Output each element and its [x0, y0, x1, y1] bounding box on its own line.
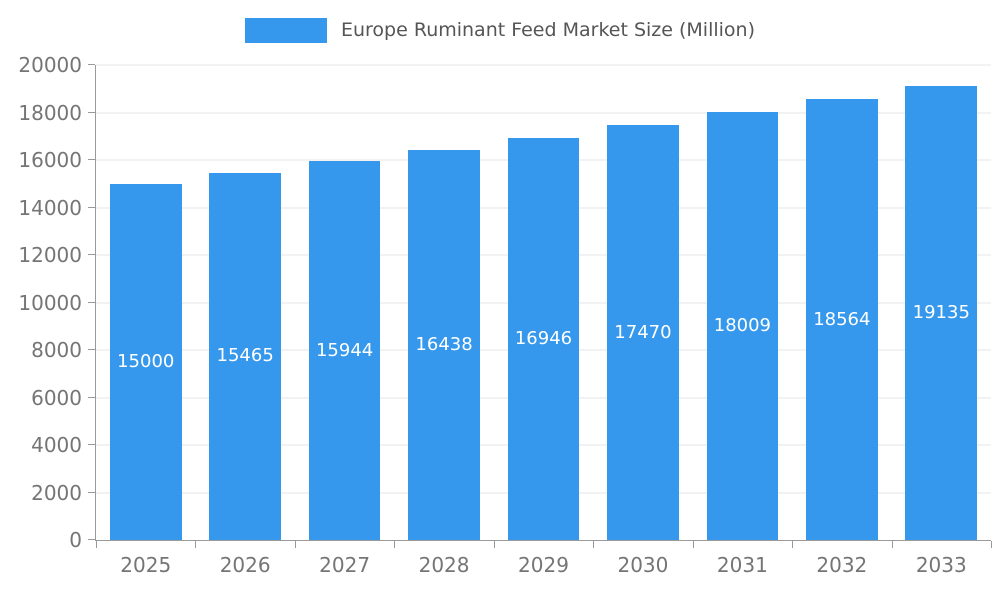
y-tick-label: 4000 [31, 433, 82, 457]
x-tick-mark [692, 541, 694, 548]
x-tick-label: 2026 [219, 553, 271, 577]
x-tick-mark [294, 541, 296, 548]
x-tick-label: 2028 [418, 553, 470, 577]
gridline [96, 64, 991, 66]
y-tick-label: 20000 [18, 53, 82, 77]
bar-2033[interactable]: 19135 [905, 85, 978, 540]
y-tick-mark [88, 444, 95, 445]
y-tick-label: 16000 [18, 148, 82, 172]
x-tick-mark [195, 541, 197, 548]
y-tick-label: 10000 [18, 290, 82, 315]
y-tick-mark [88, 539, 95, 540]
bar-value-label: 16946 [514, 327, 573, 349]
y-tick-mark [88, 111, 95, 113]
legend-swatch [244, 18, 327, 43]
y-tick-mark [88, 64, 95, 65]
y-tick-label: 8000 [31, 338, 82, 362]
y-tick-mark [88, 206, 95, 208]
bar-2030[interactable]: 17470 [607, 125, 679, 540]
bar-value-label: 15465 [216, 345, 274, 367]
y-tick-mark [88, 491, 95, 493]
x-tick-mark [891, 541, 893, 548]
y-tick-mark [88, 349, 95, 350]
y-tick-mark [88, 254, 95, 255]
bar-value-label: 15000 [117, 350, 175, 372]
y-tick-label: 14000 [18, 195, 82, 220]
x-tick-label: 2027 [319, 553, 371, 577]
bar-2031[interactable]: 18009 [706, 112, 779, 540]
y-tick-mark [88, 301, 95, 303]
chart-legend: Europe Ruminant Feed Market Size (Millio… [0, 18, 1000, 43]
x-tick-label: 2031 [716, 553, 768, 577]
legend-label: Europe Ruminant Feed Market Size (Millio… [340, 19, 755, 41]
x-tick-mark [493, 541, 495, 548]
plot-area: 0 2000 4000 6000 8000 10000 12000 14000 16000 180… [18, 55, 992, 575]
x-tick-mark [792, 541, 794, 548]
gridline [96, 112, 991, 113]
bar-2032[interactable]: 18564 [806, 99, 878, 540]
bar-value-label: 19135 [912, 301, 970, 323]
bar-2028[interactable]: 16438 [408, 149, 480, 540]
x-tick-label: 2032 [816, 553, 868, 577]
bar-value-label: 18009 [713, 315, 772, 337]
y-tick-label: 2000 [31, 480, 82, 505]
x-tick-mark [593, 541, 595, 548]
x-tick-mark [991, 541, 992, 548]
x-tick-mark [96, 541, 97, 548]
x-tick-label: 2029 [518, 553, 569, 577]
bar-2025[interactable]: 15000 [109, 183, 182, 540]
y-tick-mark [88, 159, 95, 160]
x-tick-label: 2030 [617, 553, 669, 577]
bar-2027[interactable]: 15944 [308, 161, 381, 540]
bar-value-label: 18564 [813, 308, 871, 330]
y-tick-label: 12000 [18, 243, 82, 267]
x-tick-label: 2033 [915, 553, 967, 577]
y-tick-label: 0 [69, 528, 82, 552]
bar-2029[interactable]: 16946 [507, 137, 580, 540]
bar-value-label: 17470 [614, 321, 672, 343]
x-tick-label: 2025 [120, 553, 172, 577]
y-tick-mark [88, 396, 95, 398]
bar-2026[interactable]: 15465 [209, 172, 281, 540]
bar-value-label: 15944 [315, 339, 374, 361]
y-tick-label: 18000 [18, 100, 82, 125]
x-tick-mark [394, 541, 396, 548]
bar-value-label: 16438 [415, 333, 473, 355]
y-tick-label: 6000 [31, 385, 82, 410]
